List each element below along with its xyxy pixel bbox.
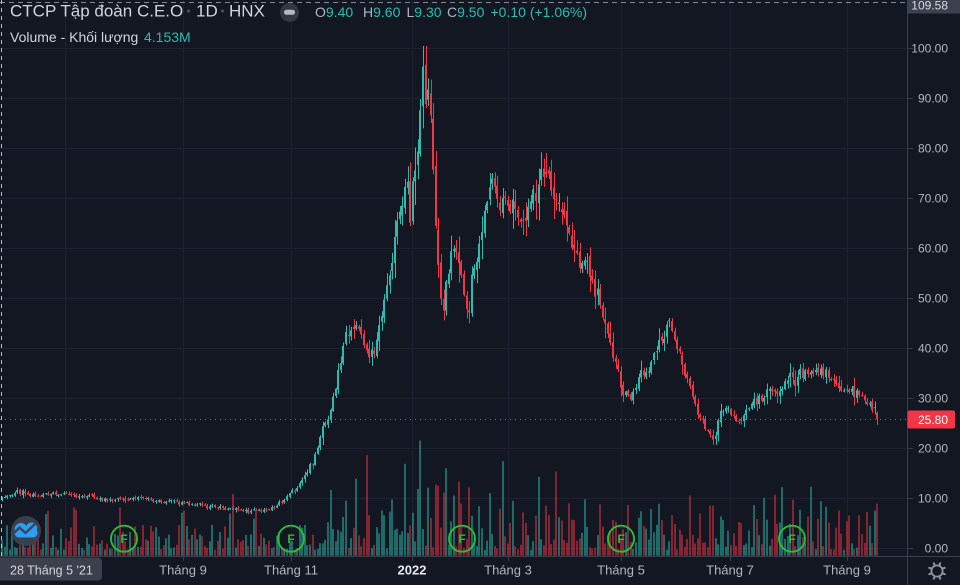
svg-text:1D: 1D [196, 2, 218, 21]
svg-text:F: F [287, 532, 294, 546]
svg-text:F: F [120, 532, 127, 546]
svg-text:Tháng 11: Tháng 11 [264, 563, 318, 578]
svg-text:4.153M: 4.153M [144, 29, 191, 45]
svg-text:20.00: 20.00 [918, 441, 948, 455]
svg-text:F: F [458, 532, 465, 546]
svg-text:Tháng 3: Tháng 3 [484, 563, 532, 578]
svg-text:70.00: 70.00 [918, 191, 948, 205]
svg-text:Volume - Khối lượng: Volume - Khối lượng [10, 29, 138, 45]
svg-text:80.00: 80.00 [918, 141, 948, 155]
svg-text:Tháng 9: Tháng 9 [823, 563, 871, 578]
svg-text:60.00: 60.00 [918, 241, 948, 255]
svg-text:Tháng 9: Tháng 9 [159, 563, 207, 578]
svg-text:28 Tháng 5 '21: 28 Tháng 5 '21 [10, 564, 93, 578]
svg-text:50.00: 50.00 [918, 291, 948, 305]
svg-text:HNX: HNX [229, 2, 265, 21]
svg-text:0.00: 0.00 [925, 541, 949, 555]
svg-text:10.00: 10.00 [918, 491, 948, 505]
svg-text:F: F [617, 532, 624, 546]
svg-text:100.00: 100.00 [911, 41, 948, 55]
svg-text:25.80: 25.80 [918, 413, 948, 427]
svg-text:2022: 2022 [398, 563, 427, 578]
svg-text:109.58: 109.58 [911, 0, 948, 13]
svg-text:F: F [788, 532, 795, 546]
svg-text:40.00: 40.00 [918, 341, 948, 355]
svg-text:CTCP Tập đoàn C.E.O: CTCP Tập đoàn C.E.O [10, 2, 183, 21]
svg-text:Tháng 7: Tháng 7 [706, 563, 754, 578]
svg-text:Tháng 5: Tháng 5 [597, 563, 645, 578]
svg-text:30.00: 30.00 [918, 391, 948, 405]
svg-text:90.00: 90.00 [918, 91, 948, 105]
